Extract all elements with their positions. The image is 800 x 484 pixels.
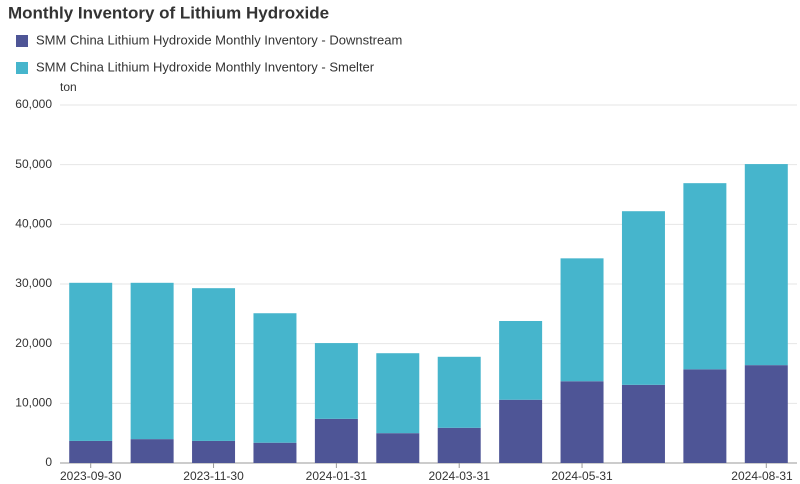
legend-label: SMM China Lithium Hydroxide Monthly Inve… [36, 32, 402, 47]
x-tick-label: 2024-05-31 [551, 469, 613, 483]
y-tick-label: 20,000 [15, 336, 52, 350]
y-tick-label: 60,000 [15, 97, 52, 111]
y-tick-label: 30,000 [15, 276, 52, 290]
legend-swatch[interactable] [16, 35, 28, 47]
bar [253, 313, 297, 443]
y-tick-label: 40,000 [15, 217, 52, 231]
y-tick-label: 50,000 [15, 157, 52, 171]
y-tick-label: 10,000 [15, 396, 52, 410]
x-tick-label: 2023-11-30 [183, 469, 244, 483]
bar [621, 384, 665, 463]
bar [560, 381, 604, 463]
bar [744, 365, 788, 463]
bar [376, 433, 420, 463]
legend-label: SMM China Lithium Hydroxide Monthly Inve… [36, 59, 375, 74]
chart-title: Monthly Inventory of Lithium Hydroxide [8, 3, 329, 22]
bar [192, 440, 236, 463]
bar [376, 353, 420, 434]
legend-swatch[interactable] [16, 62, 28, 74]
bar [130, 282, 174, 440]
bar [621, 211, 665, 385]
bar [744, 164, 788, 366]
bar [499, 399, 543, 463]
bar [130, 439, 174, 463]
bar [69, 440, 113, 463]
bar [69, 282, 113, 441]
bar [192, 288, 236, 441]
bar [683, 183, 727, 370]
y-unit: ton [60, 80, 77, 94]
bar [314, 343, 358, 419]
x-tick-label: 2024-01-31 [306, 469, 368, 483]
bar [437, 427, 481, 463]
bar [683, 369, 727, 463]
bar [499, 320, 543, 400]
y-tick-label: 0 [45, 455, 52, 469]
bar [253, 442, 297, 463]
bar [560, 258, 604, 382]
bar [314, 418, 358, 463]
bar [437, 356, 481, 428]
x-tick-label: 2024-03-31 [429, 469, 491, 483]
x-tick-label: 2024-08-31 [731, 469, 793, 483]
x-tick-label: 2023-09-30 [60, 469, 122, 483]
